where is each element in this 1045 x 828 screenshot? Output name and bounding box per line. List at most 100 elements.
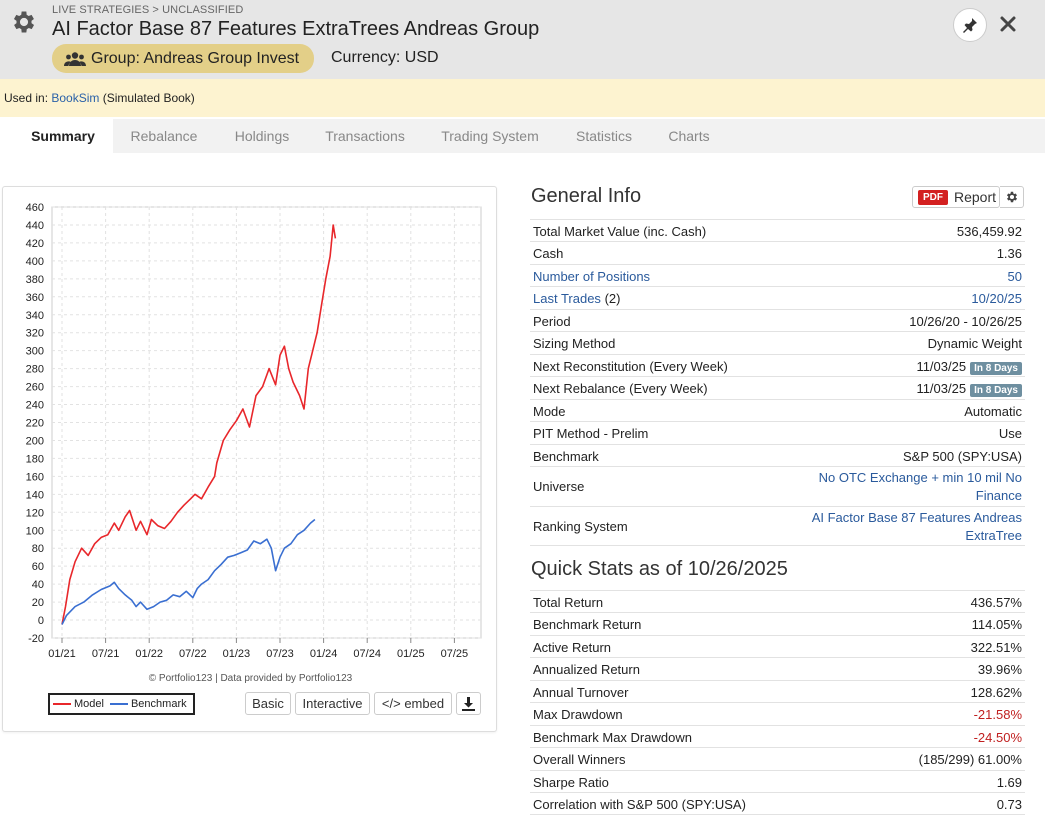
row-label: Annual Turnover xyxy=(533,685,629,700)
row-value: S&P 500 (SPY:USA) xyxy=(903,449,1022,464)
row-label: Ranking System xyxy=(533,519,628,534)
gear-icon[interactable] xyxy=(10,8,38,36)
last-trades-link[interactable]: Last Trades xyxy=(533,291,601,306)
ranking-system-link-line2[interactable]: ExtraTree xyxy=(965,528,1022,543)
table-row: Ranking System AI Factor Base 87 Feature… xyxy=(530,506,1025,546)
ranking-system-link[interactable]: AI Factor Base 87 Features Andreas xyxy=(811,510,1022,525)
currency-label: Currency: USD xyxy=(331,49,439,66)
y-tick-label: 400 xyxy=(26,256,44,268)
table-row: Universe No OTC Exchange + min 10 mil No… xyxy=(530,466,1025,506)
row-value: 11/03/25 In 8 Days xyxy=(916,381,1022,397)
y-tick-label: 280 xyxy=(26,364,44,376)
model-swatch xyxy=(53,703,71,705)
row-label: Benchmark Return xyxy=(533,617,642,632)
used-in-bar: Used in: BookSim (Simulated Book) xyxy=(0,79,1045,117)
tab-statistics[interactable]: Statistics xyxy=(575,128,632,144)
header-bar: LIVE STRATEGIES > UNCLASSIFIED AI Factor… xyxy=(0,0,1045,79)
last-trade-date-link[interactable]: 10/20/25 xyxy=(971,291,1022,306)
table-row: Cash 1.36 xyxy=(530,241,1025,264)
pin-button[interactable] xyxy=(953,8,987,42)
close-button[interactable] xyxy=(997,13,1019,35)
row-label: Mode xyxy=(533,404,566,419)
embed-button[interactable]: </> embed xyxy=(374,692,452,715)
y-tick-label: 260 xyxy=(26,382,44,394)
row-label: Total Market Value (inc. Cash) xyxy=(533,224,707,239)
tab-charts[interactable]: Charts xyxy=(668,128,710,144)
table-row: Total Return 436.57% xyxy=(530,590,1025,612)
table-row: Sizing Method Dynamic Weight xyxy=(530,331,1025,354)
breadcrumb[interactable]: LIVE STRATEGIES > UNCLASSIFIED xyxy=(52,4,244,16)
tab-summary[interactable]: Summary xyxy=(13,119,113,153)
pin-icon xyxy=(963,18,977,33)
table-row: Number of Positions 50 xyxy=(530,264,1025,286)
last-trades-cell: Last Trades (2) xyxy=(533,291,620,306)
performance-chart[interactable]: -20 0 20 40 60 80 100 120 140 160 180 200 220 240 260 2… xyxy=(3,187,498,667)
booksim-link[interactable]: BookSim xyxy=(51,91,100,105)
y-tick-label: 360 xyxy=(26,292,44,304)
x-tick-label: 07/24 xyxy=(353,648,381,660)
row-value: 436.57% xyxy=(970,595,1022,610)
tab-trading-system[interactable]: Trading System xyxy=(441,128,539,144)
x-tick-label: 01/25 xyxy=(397,648,425,660)
legend-benchmark: Benchmark xyxy=(130,698,187,710)
row-label: Benchmark Max Drawdown xyxy=(533,730,692,745)
row-label: Annualized Return xyxy=(533,662,640,677)
positions-count-link[interactable]: 50 xyxy=(1007,269,1022,284)
row-value: 536,459.92 xyxy=(956,224,1022,239)
row-label: Total Return xyxy=(533,595,604,610)
pdf-icon: PDF xyxy=(918,189,948,205)
tab-holdings[interactable]: Holdings xyxy=(234,128,290,144)
benchmark-swatch xyxy=(109,703,128,705)
table-row: Benchmark Return 114.05% xyxy=(530,612,1025,635)
x-tick-label: 01/23 xyxy=(223,648,251,660)
row-value: Use xyxy=(998,426,1022,441)
quick-stats-title: Quick Stats as of 10/26/2025 xyxy=(531,558,788,580)
row-value: 11/03/25 In 8 Days xyxy=(916,359,1022,375)
chart-legend: Model Benchmark xyxy=(48,693,195,715)
table-row: Next Reconstitution (Every Week) 11/03/2… xyxy=(530,354,1025,376)
y-tick-label: 140 xyxy=(26,489,44,501)
row-label: Benchmark xyxy=(533,449,599,464)
report-settings-button[interactable] xyxy=(1000,186,1024,208)
basic-button[interactable]: Basic xyxy=(245,692,291,715)
row-value: 39.96% xyxy=(977,662,1022,677)
tab-transactions[interactable]: Transactions xyxy=(325,128,405,144)
table-row: Sharpe Ratio 1.69 xyxy=(530,770,1025,792)
rebalance-date: 11/03/25 xyxy=(916,381,967,396)
y-tick-label: 420 xyxy=(26,238,44,250)
y-tick-label: 100 xyxy=(26,525,44,537)
plot-area xyxy=(51,206,482,639)
close-icon xyxy=(1000,16,1016,32)
y-tick-label: 0 xyxy=(38,615,44,627)
status-badge: In 8 Days xyxy=(970,384,1022,397)
used-in-suffix: (Simulated Book) xyxy=(102,91,195,105)
x-tick-label: 07/21 xyxy=(92,648,120,660)
y-tick-label: 240 xyxy=(26,400,44,412)
table-row: Total Market Value (inc. Cash) 536,459.9… xyxy=(530,219,1025,241)
row-label: Sizing Method xyxy=(533,336,616,351)
table-row: Mode Automatic xyxy=(530,399,1025,421)
row-label: Cash xyxy=(533,246,564,261)
x-tick-label: 01/24 xyxy=(310,648,338,660)
table-row: Period 10/26/20 - 10/26/25 xyxy=(530,309,1025,331)
row-label: Sharpe Ratio xyxy=(533,775,609,790)
universe-link-line2[interactable]: Finance xyxy=(975,488,1022,503)
interactive-button[interactable]: Interactive xyxy=(295,692,370,715)
row-label: PIT Method - Prelim xyxy=(533,426,649,441)
table-row: Overall Winners (185/299) 61.00% xyxy=(530,747,1025,770)
group-label: Group: Andreas Group Invest xyxy=(91,49,300,67)
table-row: Active Return 322.51% xyxy=(530,635,1025,657)
y-tick-label: 440 xyxy=(26,220,44,232)
download-button[interactable] xyxy=(456,692,481,715)
universe-link[interactable]: No OTC Exchange + min 10 mil No xyxy=(818,470,1022,485)
quick-stats-table: Total Return 436.57% Benchmark Return 11… xyxy=(530,590,1025,815)
table-row: Benchmark S&P 500 (SPY:USA) xyxy=(530,444,1025,466)
group-badge[interactable]: Group: Andreas Group Invest xyxy=(52,44,314,73)
table-row: Max Drawdown -21.58% xyxy=(530,702,1025,725)
row-value: Dynamic Weight xyxy=(927,336,1022,351)
report-label: Report xyxy=(954,189,997,205)
report-button[interactable]: PDF Report xyxy=(912,186,1000,208)
table-row: Annualized Return 39.96% xyxy=(530,657,1025,680)
tab-rebalance[interactable]: Rebalance xyxy=(130,128,198,144)
positions-link[interactable]: Number of Positions xyxy=(533,269,651,284)
